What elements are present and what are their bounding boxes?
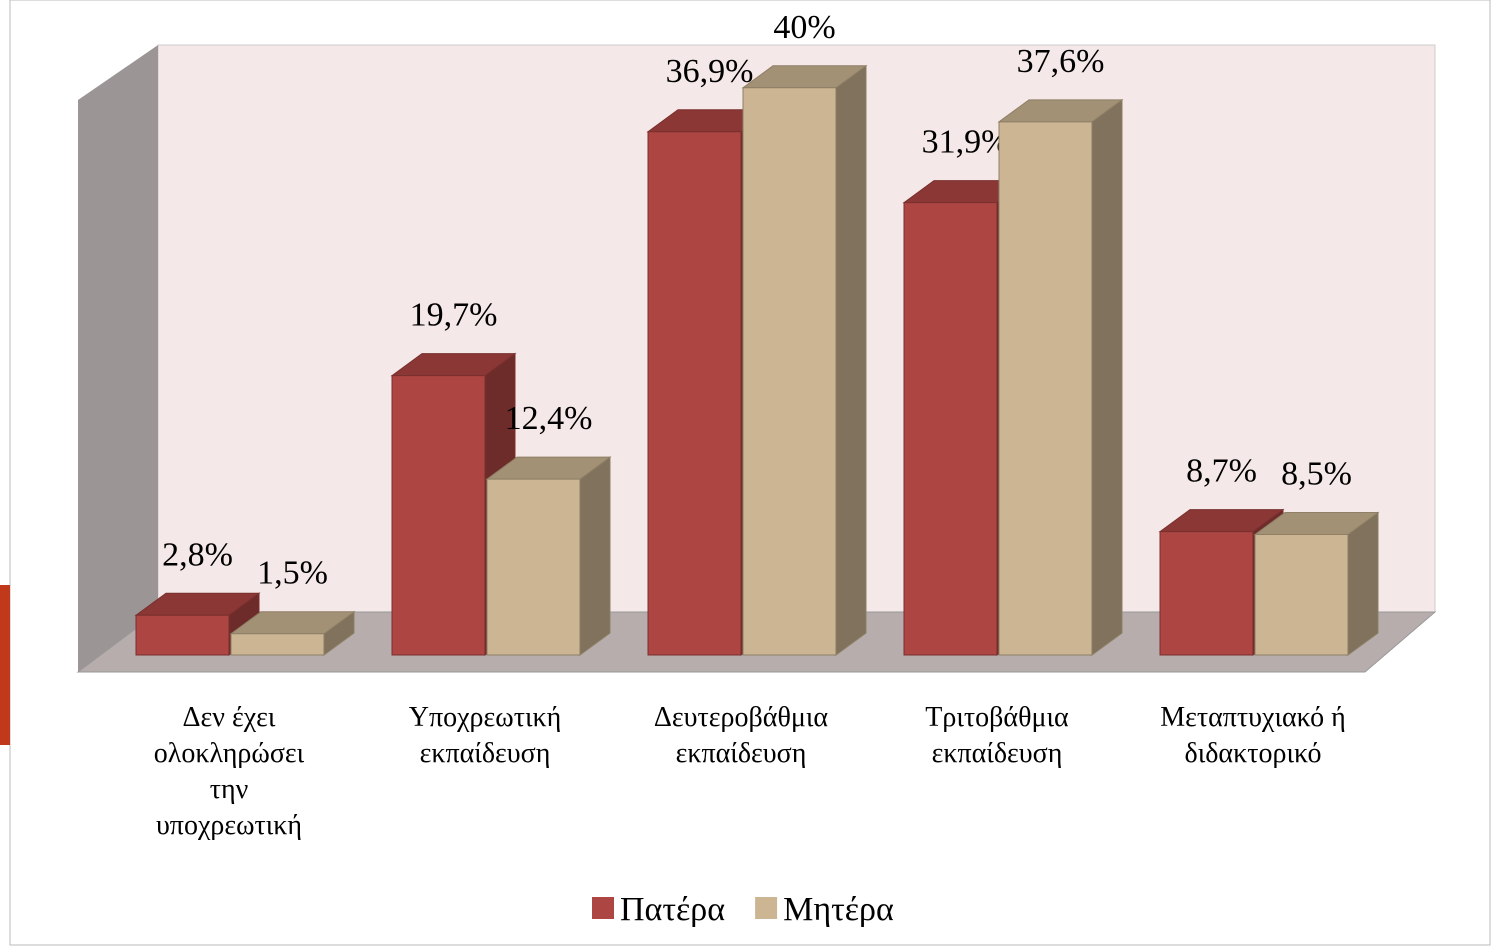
value-label: 37,6% [1017, 43, 1105, 80]
bar-front [742, 87, 837, 656]
bar-side [835, 64, 867, 656]
bar [741, 64, 868, 656]
legend-swatch [755, 897, 778, 919]
bar-front [230, 633, 325, 656]
x-tick-label: Δεν έχει ολοκληρώσει την υποχρεωτική [153, 702, 305, 841]
value-label: 1,5% [257, 555, 328, 592]
bar [1253, 511, 1380, 656]
x-tick-label: Μεταπτυχιακό ή διδακτορικό [1160, 702, 1346, 769]
legend-label: Πατέρα [620, 891, 725, 928]
bar-side [579, 456, 611, 656]
legend-swatch [592, 897, 614, 919]
bar [485, 456, 612, 656]
decor [0, 585, 10, 745]
value-label: 40% [773, 9, 835, 46]
legend-label: Μητέρα [783, 891, 894, 928]
bar-side [1347, 511, 1379, 656]
bar-front [903, 202, 998, 656]
bar [229, 610, 356, 656]
value-label: 36,9% [666, 53, 754, 90]
bar-front [1254, 533, 1349, 656]
bar-front [391, 375, 486, 656]
bar-front [486, 478, 581, 656]
value-label: 8,7% [1186, 453, 1257, 490]
value-label: 2,8% [162, 536, 233, 573]
bar-front [135, 614, 230, 656]
x-tick-label: Τριτοβάθμια εκπαίδευση [925, 702, 1069, 769]
bar-front [998, 121, 1093, 656]
x-tick-label: Υποχρεωτική εκπαίδευση [408, 702, 562, 769]
bar-front [647, 131, 742, 656]
side-wall [78, 45, 158, 672]
x-tick-label: Δευτεροβάθμια εκπαίδευση [653, 702, 829, 769]
value-label: 19,7% [410, 297, 498, 334]
value-label: 8,5% [1281, 455, 1352, 492]
bar [997, 98, 1124, 656]
bar-side [1091, 98, 1123, 656]
value-label: 12,4% [505, 400, 593, 437]
bar [134, 592, 261, 656]
value-label: 31,9% [922, 124, 1010, 161]
bar-front [1159, 531, 1254, 656]
